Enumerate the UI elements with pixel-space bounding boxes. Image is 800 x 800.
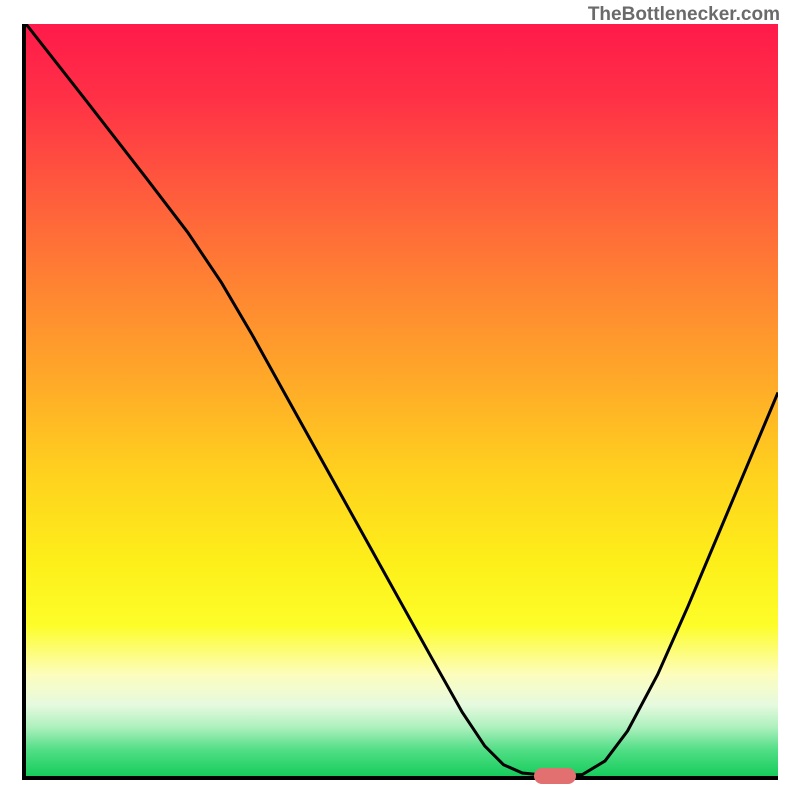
bottleneck-curve: [26, 24, 778, 776]
watermark-text: TheBottlenecker.com: [588, 4, 780, 26]
optimal-marker: [534, 768, 576, 784]
chart-plot-area: [22, 24, 778, 780]
